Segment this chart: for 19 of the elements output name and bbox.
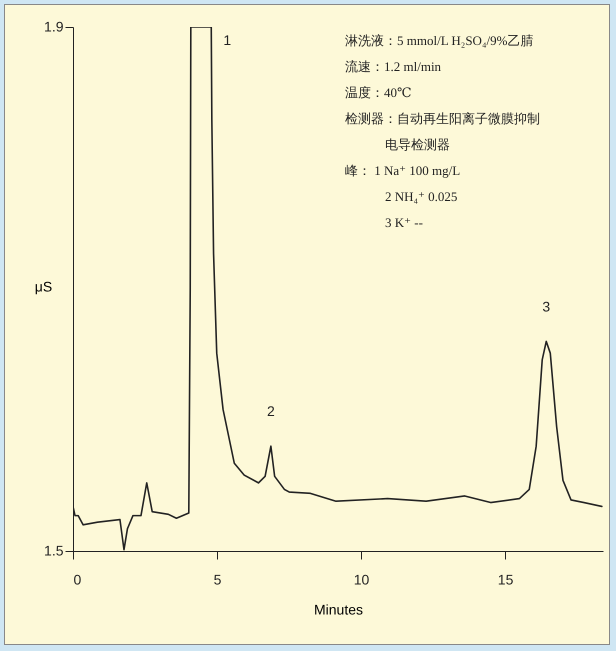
y-tick-label: 1.5 bbox=[44, 542, 64, 558]
x-tick-label: 10 bbox=[354, 572, 370, 588]
annotation: 3 K⁺ -- bbox=[385, 215, 423, 230]
annotation: 2 NH₄⁺ 0.025 bbox=[385, 189, 458, 204]
annotation: 3 bbox=[542, 298, 550, 314]
annotation: 流速：1.2 ml/min bbox=[345, 59, 442, 74]
x-axis-title: Minutes bbox=[314, 602, 364, 618]
annotation: 1 bbox=[223, 32, 232, 48]
annotation: 温度：40℃ bbox=[345, 85, 412, 100]
annotation: 峰： 1 Na⁺ 100 mg/L bbox=[345, 163, 460, 178]
x-tick-label: 15 bbox=[498, 572, 514, 588]
y-axis-title: μS bbox=[34, 278, 52, 294]
annotation: 2 bbox=[266, 403, 275, 420]
annotation: 淋洗液：5 mmol/L H₂SO₄/9%乙腈 bbox=[345, 33, 534, 48]
annotation: 电导检测器 bbox=[385, 137, 450, 152]
annotation: 检测器：自动再生阳离子微膜抑制 bbox=[345, 111, 540, 126]
x-tick-label: 0 bbox=[74, 572, 82, 588]
x-tick-label: 5 bbox=[214, 572, 222, 588]
y-tick-label: 1.9 bbox=[44, 18, 64, 34]
